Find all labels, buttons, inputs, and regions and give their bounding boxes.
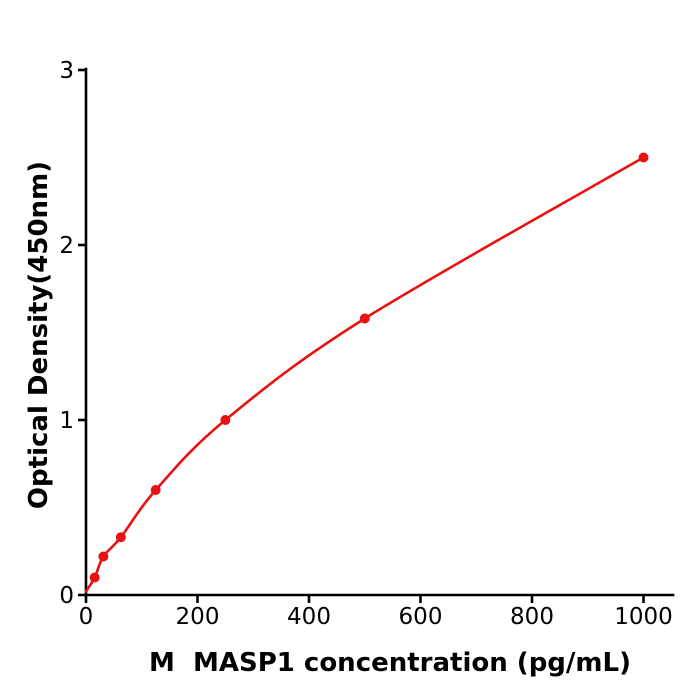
data-point [115,532,126,543]
x-tick-label: 600 [399,604,443,630]
y-axis-title: Optical Density(450nm) [24,160,54,510]
y-tick-label: 2 [59,233,74,259]
data-point [638,152,649,163]
y-tick-label: 0 [59,583,74,609]
data-point [98,551,109,562]
data-point [359,313,370,324]
data-point [150,485,161,495]
data-point [89,572,100,583]
x-tick-label: 200 [176,604,220,630]
x-axis-title: M MASP1 concentration (pg/mL) [149,648,631,678]
x-tick-label: 400 [287,604,331,630]
y-tick-label: 1 [59,408,74,434]
y-tick-label: 3 [59,58,74,84]
x-tick-label: 1000 [614,604,673,630]
standard-curve-line [84,156,645,593]
data-point [220,415,231,425]
x-tick-label: 800 [510,604,554,630]
x-tick-label: 0 [79,604,94,630]
